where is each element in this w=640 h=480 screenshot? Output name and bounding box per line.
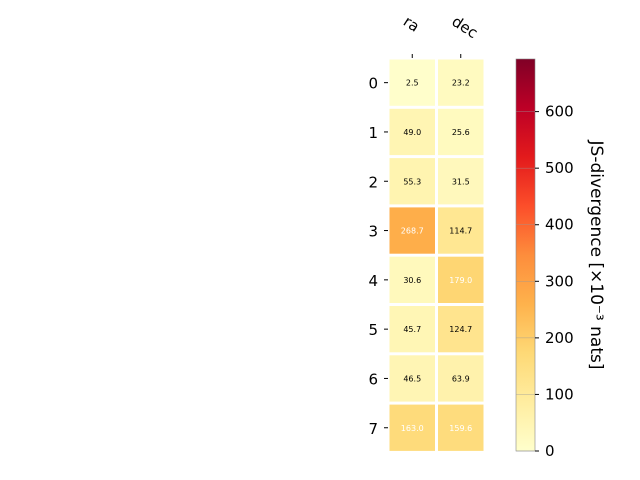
heatmap-cell <box>389 108 435 156</box>
cell-value-label: 25.6 <box>452 128 470 137</box>
cell-value-label: 30.6 <box>403 276 421 285</box>
cell-value-label: 124.7 <box>449 325 472 334</box>
cell-value-label: 45.7 <box>403 325 421 334</box>
row-tick-label: 0 <box>368 75 378 93</box>
colorbar-gradient <box>515 58 536 452</box>
column-tick-label: ra <box>400 12 423 35</box>
cell-value-label: 55.3 <box>403 177 421 186</box>
colorbar-tick-label: 300 <box>545 272 574 290</box>
heatmap-cell <box>438 306 484 353</box>
colorbar-tick-label: 400 <box>545 216 574 234</box>
cell-value-label: 63.9 <box>452 374 470 383</box>
row-tick-label: 4 <box>368 272 378 290</box>
row-tick-label: 2 <box>368 173 378 191</box>
colorbar: 0 100 200 300 400 500 600 <box>515 58 574 460</box>
column-ticks: ra dec <box>400 12 481 58</box>
heatmap-cell <box>389 256 435 303</box>
heatmap-cell <box>389 59 435 106</box>
heatmap-cell <box>389 355 435 402</box>
colorbar-tick-label: 0 <box>545 442 555 460</box>
heatmap-cell <box>438 158 484 205</box>
row-tick-label: 1 <box>368 124 378 142</box>
heatmap-cells: 2.5 23.2 49.0 25.6 55.3 31.5 268.7 114.7 30.6 179… <box>389 59 484 451</box>
cell-value-label: 268.7 <box>401 227 424 236</box>
row-ticks: 0 1 2 3 4 5 6 7 <box>368 75 388 438</box>
colorbar-label: JS-divergence [×10⁻³ nats] <box>586 140 606 370</box>
cell-value-label: 163.0 <box>401 424 424 433</box>
heatmap-cell <box>389 306 435 353</box>
colorbar-tick-label: 500 <box>545 159 574 177</box>
row-tick-label: 7 <box>368 420 378 438</box>
cell-value-label: 114.7 <box>449 227 472 236</box>
heatmap-cell <box>438 256 484 303</box>
cell-value-label: 46.5 <box>403 374 421 383</box>
colorbar-tick-label: 100 <box>545 385 574 403</box>
cell-value-label: 31.5 <box>452 177 470 186</box>
row-tick-label: 6 <box>368 370 378 388</box>
colorbar-tick-label: 200 <box>545 329 574 347</box>
heatmap-cell <box>438 108 484 156</box>
cell-value-label: 49.0 <box>403 128 421 137</box>
row-tick-label: 3 <box>368 223 378 241</box>
heatmap-cell <box>389 158 435 205</box>
column-tick-label: dec <box>449 12 481 42</box>
heatmap-cell <box>438 404 484 451</box>
row-tick-label: 5 <box>368 321 378 339</box>
heatmap-cell <box>438 207 484 254</box>
cell-value-label: 159.6 <box>449 424 472 433</box>
colorbar-tick-label: 600 <box>545 103 574 121</box>
heatmap-cell <box>389 404 435 451</box>
heatmap-cell <box>438 59 484 106</box>
heatmap-cell <box>389 207 435 254</box>
heatmap-cell <box>438 355 484 402</box>
cell-value-label: 2.5 <box>406 79 419 88</box>
cell-value-label: 179.0 <box>449 276 472 285</box>
cell-value-label: 23.2 <box>452 79 470 88</box>
